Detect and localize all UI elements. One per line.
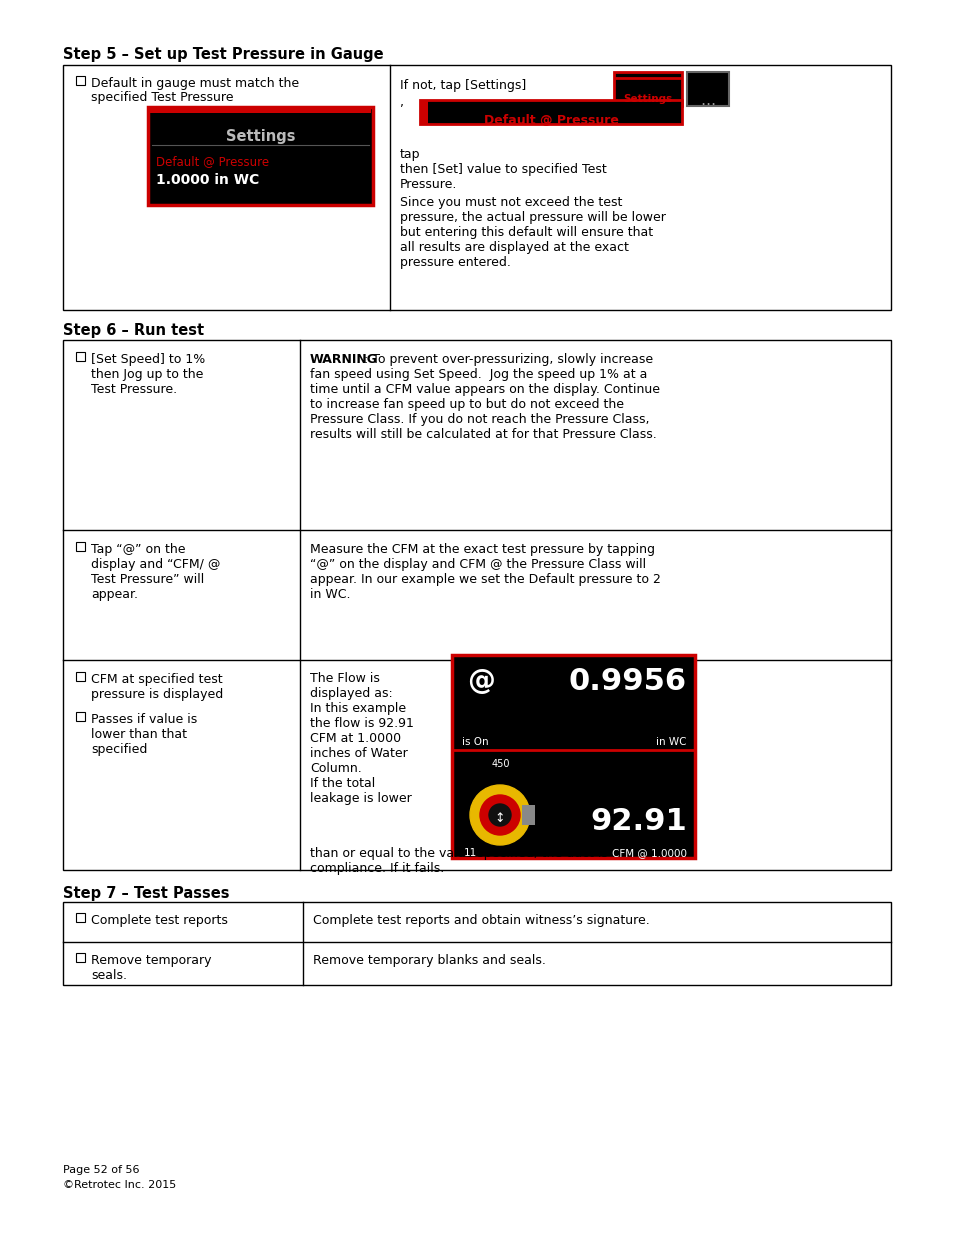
Bar	[686, 72, 728, 106]
Circle shape	[489, 804, 511, 826]
Text: CFM at 1.0000: CFM at 1.0000	[310, 732, 400, 745]
Bar	[76, 352, 85, 361]
Text: to increase fan speed up to but do not exceed the: to increase fan speed up to but do not e…	[310, 398, 623, 411]
Text: is On: is On	[461, 737, 488, 747]
Text: seals.: seals.	[91, 969, 127, 982]
Text: the flow is 92.91: the flow is 92.91	[310, 718, 414, 730]
Text: leakage is lower: leakage is lower	[310, 792, 412, 805]
Text: WARNING: WARNING	[310, 353, 377, 366]
Text: pressure, the actual pressure will be lower: pressure, the actual pressure will be lo…	[399, 211, 665, 224]
Text: fan speed using Set Speed.  Jog the speed up 1% at a: fan speed using Set Speed. Jog the speed…	[310, 368, 647, 382]
Text: specified Test Pressure: specified Test Pressure	[91, 91, 233, 104]
Text: Remove temporary blanks and seals.: Remove temporary blanks and seals.	[313, 953, 545, 967]
Text: “@” on the display and CFM @ the Pressure Class will: “@” on the display and CFM @ the Pressur…	[310, 558, 645, 571]
Bar	[63, 902, 890, 986]
Text: Step 6 – Run test: Step 6 – Run test	[63, 324, 204, 338]
Text: pressure entered.: pressure entered.	[399, 256, 511, 269]
Text: 450: 450	[492, 760, 510, 769]
Text: in WC.: in WC.	[310, 588, 350, 601]
Text: 11: 11	[463, 848, 476, 858]
Text: appear.: appear.	[91, 588, 138, 601]
Text: : To prevent over-pressurizing, slowly increase: : To prevent over-pressurizing, slowly i…	[364, 353, 653, 366]
Text: If not, tap [Settings]: If not, tap [Settings]	[399, 79, 526, 91]
Bar	[63, 340, 890, 869]
Text: Pressure Class. If you do not reach the Pressure Class,: Pressure Class. If you do not reach the …	[310, 412, 649, 426]
Bar	[76, 913, 85, 923]
Text: in WC: in WC	[656, 737, 686, 747]
Text: In this example: In this example	[310, 701, 406, 715]
Text: Column.: Column.	[310, 762, 361, 776]
Text: Default @ Pressure: Default @ Pressure	[156, 156, 269, 168]
Text: 92.91: 92.91	[590, 806, 686, 836]
Text: then Jog up to the: then Jog up to the	[91, 368, 203, 382]
Text: Step 5 – Set up Test Pressure in Gauge: Step 5 – Set up Test Pressure in Gauge	[63, 47, 383, 62]
Text: pressure is displayed: pressure is displayed	[91, 688, 223, 701]
Text: ↕: ↕	[495, 811, 505, 825]
Text: Page 52 of 56: Page 52 of 56	[63, 1165, 139, 1174]
Bar	[419, 100, 428, 124]
Text: Test Pressure.: Test Pressure.	[91, 383, 177, 396]
Bar	[150, 109, 371, 112]
Text: [Set Speed] to 1%: [Set Speed] to 1%	[91, 353, 205, 366]
Text: but entering this default will ensure that: but entering this default will ensure th…	[399, 226, 653, 240]
Text: then [Set] value to specified Test: then [Set] value to specified Test	[399, 163, 606, 177]
Text: time until a CFM value appears on the display. Continue: time until a CFM value appears on the di…	[310, 383, 659, 396]
Text: Remove temporary: Remove temporary	[91, 953, 212, 967]
Text: ,: ,	[399, 96, 403, 109]
Text: Step 7 – Test Passes: Step 7 – Test Passes	[63, 885, 230, 902]
Text: Default @ Pressure: Default @ Pressure	[483, 114, 618, 127]
Bar	[419, 100, 681, 124]
Bar	[76, 672, 85, 680]
Text: Complete test reports and obtain witness’s signature.: Complete test reports and obtain witness…	[313, 914, 649, 927]
Text: inches of Water: inches of Water	[310, 747, 407, 760]
Bar	[76, 953, 85, 962]
Text: Complete test reports: Complete test reports	[91, 914, 228, 927]
Text: CFM @ 1.0000: CFM @ 1.0000	[612, 848, 686, 858]
Text: tap: tap	[399, 148, 420, 161]
Text: Settings: Settings	[622, 94, 672, 104]
Text: 0.9956: 0.9956	[568, 667, 686, 697]
Circle shape	[479, 795, 519, 835]
Bar	[76, 713, 85, 721]
Text: Tap “@” on the: Tap “@” on the	[91, 543, 185, 556]
Text: ©Retrotec Inc. 2015: ©Retrotec Inc. 2015	[63, 1179, 176, 1191]
Text: and: and	[693, 79, 717, 91]
Text: Passes if value is: Passes if value is	[91, 713, 197, 726]
Text: Pressure.: Pressure.	[399, 178, 456, 191]
Text: Default in gauge must match the: Default in gauge must match the	[91, 77, 299, 90]
Text: display and “CFM/ @: display and “CFM/ @	[91, 558, 220, 571]
Bar	[76, 77, 85, 85]
Text: lower than that: lower than that	[91, 727, 187, 741]
Bar	[63, 65, 890, 310]
Bar	[76, 542, 85, 551]
Bar	[452, 655, 695, 858]
Circle shape	[470, 785, 530, 845]
Text: all results are displayed at the exact: all results are displayed at the exact	[399, 241, 628, 254]
Text: appear. In our example we set the Default pressure to 2: appear. In our example we set the Defaul…	[310, 573, 660, 585]
Text: results will still be calculated at for that Pressure Class.: results will still be calculated at for …	[310, 429, 656, 441]
Text: @: @	[467, 667, 495, 695]
Text: Test Pressure” will: Test Pressure” will	[91, 573, 204, 585]
Text: Since you must not exceed the test: Since you must not exceed the test	[399, 196, 621, 209]
Text: 1.0000 in WC: 1.0000 in WC	[156, 173, 259, 186]
Text: Settings: Settings	[226, 128, 294, 144]
Text: Measure the CFM at the exact test pressure by tapping: Measure the CFM at the exact test pressu…	[310, 543, 655, 556]
Bar	[521, 805, 535, 825]
Text: displayed as:: displayed as:	[310, 687, 393, 700]
Text: …: …	[700, 93, 715, 107]
Text: The Flow is: The Flow is	[310, 672, 379, 685]
Text: compliance. If it fails.: compliance. If it fails.	[310, 862, 444, 876]
Text: If the total: If the total	[310, 777, 375, 790]
Bar	[148, 107, 373, 205]
Text: than or equal to the value specified, the duct is in: than or equal to the value specified, th…	[310, 847, 622, 860]
Text: specified: specified	[91, 743, 147, 756]
Bar	[614, 72, 681, 106]
Text: CFM at specified test: CFM at specified test	[91, 673, 222, 685]
